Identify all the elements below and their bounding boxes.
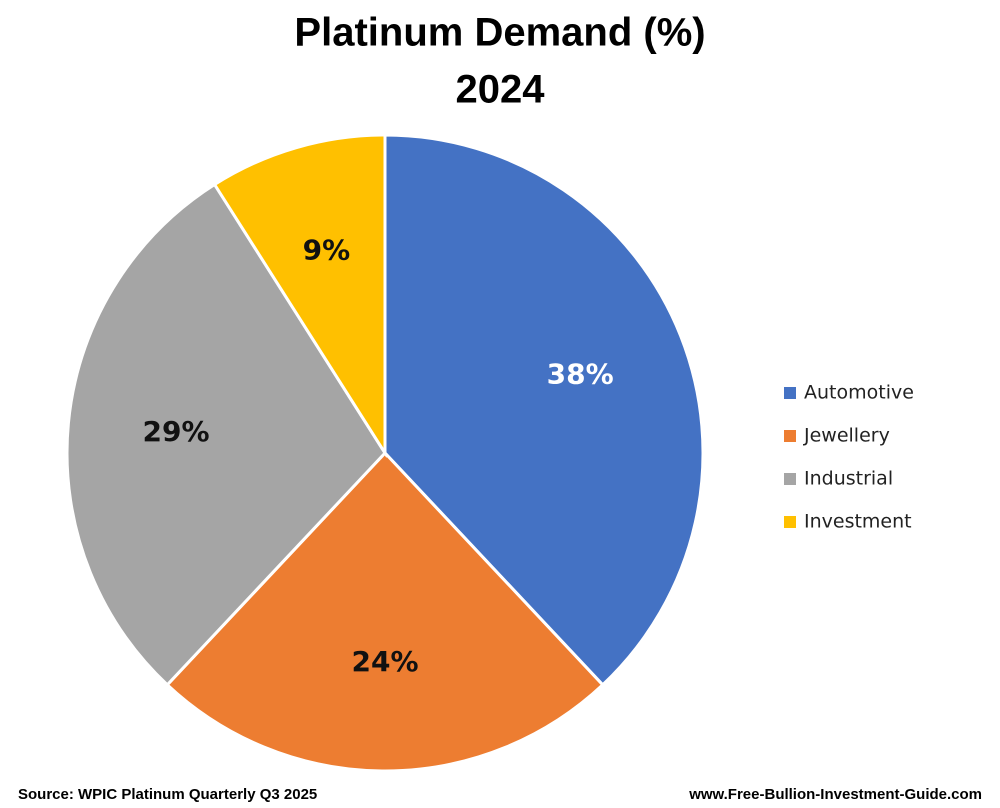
legend-swatch (784, 430, 796, 442)
data-label: 29% (143, 415, 210, 448)
data-label: 9% (303, 233, 351, 266)
pie-slice (165, 450, 605, 773)
chart-title: Platinum Demand (%) (294, 11, 705, 55)
legend-swatch (784, 473, 796, 485)
legend-swatch (784, 516, 796, 528)
legend-label: Investment (804, 511, 912, 533)
pie: 38% 24% 29% 9% (65, 133, 705, 773)
data-label: 24% (351, 645, 418, 678)
chart-subtitle: 2024 (456, 68, 546, 112)
legend-label: Automotive (804, 382, 914, 404)
legend: Automotive Jewellery Industrial Investment (784, 382, 914, 533)
credit-note: www.Free-Bullion-Investment-Guide.com (688, 786, 982, 803)
data-label: 38% (547, 358, 614, 391)
pie-slice (383, 133, 705, 687)
source-note: Source: WPIC Platinum Quarterly Q3 2025 (18, 786, 317, 803)
legend-swatch (784, 387, 796, 399)
pie-slice (212, 133, 387, 459)
legend-label: Jewellery (803, 425, 890, 447)
pie-slice (65, 182, 387, 687)
legend-label: Industrial (804, 468, 893, 490)
